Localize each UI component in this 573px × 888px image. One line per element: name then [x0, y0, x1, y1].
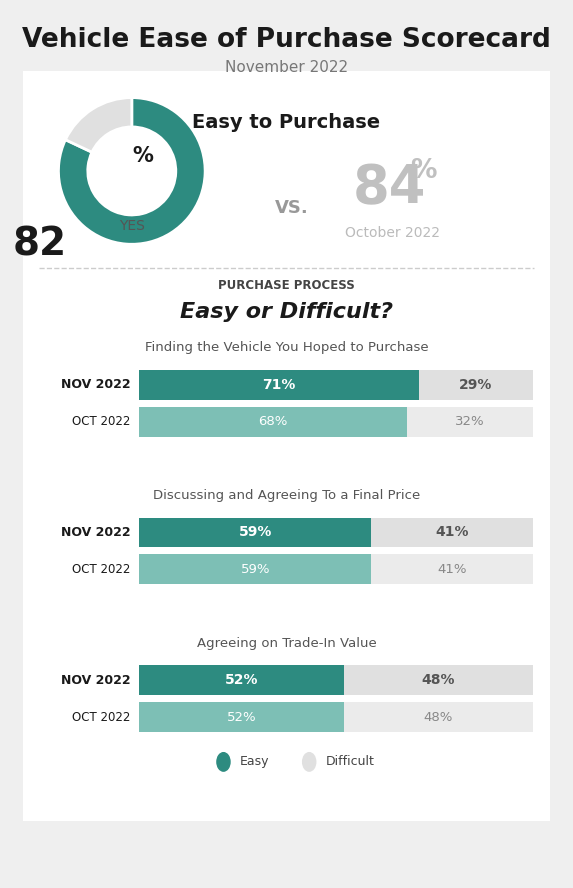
- Text: October 2022: October 2022: [345, 226, 440, 240]
- Bar: [139, 369, 418, 400]
- Text: OCT 2022: OCT 2022: [72, 563, 130, 576]
- Text: 29%: 29%: [459, 377, 492, 392]
- Text: Easy: Easy: [240, 756, 270, 768]
- Text: 48%: 48%: [423, 710, 453, 724]
- FancyBboxPatch shape: [15, 59, 558, 833]
- Text: PURCHASE PROCESS: PURCHASE PROCESS: [218, 280, 355, 292]
- Text: Discussing and Agreeing To a Final Price: Discussing and Agreeing To a Final Price: [153, 489, 420, 502]
- Text: 84: 84: [353, 163, 426, 215]
- Bar: [139, 702, 344, 732]
- Text: Difficult: Difficult: [326, 756, 375, 768]
- Text: YES: YES: [119, 219, 145, 233]
- Text: November 2022: November 2022: [225, 60, 348, 75]
- Text: 82: 82: [13, 226, 67, 263]
- Text: 71%: 71%: [262, 377, 296, 392]
- Bar: [344, 665, 532, 695]
- Text: OCT 2022: OCT 2022: [72, 710, 130, 724]
- Text: Easy to Purchase: Easy to Purchase: [193, 113, 380, 132]
- Text: NOV 2022: NOV 2022: [61, 674, 130, 686]
- Text: Agreeing on Trade-In Value: Agreeing on Trade-In Value: [197, 637, 376, 650]
- Text: 59%: 59%: [241, 563, 270, 576]
- Text: 41%: 41%: [435, 526, 469, 539]
- Wedge shape: [65, 98, 132, 152]
- Text: 48%: 48%: [421, 673, 455, 687]
- Text: Vehicle Ease of Purchase Scorecard: Vehicle Ease of Purchase Scorecard: [22, 27, 551, 53]
- Bar: [407, 407, 532, 437]
- Circle shape: [303, 753, 316, 771]
- Bar: [139, 665, 344, 695]
- Wedge shape: [58, 98, 205, 244]
- Bar: [371, 554, 532, 584]
- Bar: [371, 518, 532, 547]
- Bar: [139, 554, 371, 584]
- Text: Finding the Vehicle You Hoped to Purchase: Finding the Vehicle You Hoped to Purchas…: [145, 341, 428, 354]
- Text: NOV 2022: NOV 2022: [61, 378, 130, 392]
- Text: 52%: 52%: [225, 673, 258, 687]
- Text: 41%: 41%: [437, 563, 466, 576]
- Bar: [139, 407, 407, 437]
- Circle shape: [217, 753, 230, 771]
- Text: VS.: VS.: [274, 199, 308, 217]
- Bar: [418, 369, 532, 400]
- Text: 52%: 52%: [227, 710, 256, 724]
- Text: NOV 2022: NOV 2022: [61, 526, 130, 539]
- Bar: [344, 702, 532, 732]
- Text: 68%: 68%: [258, 415, 288, 428]
- Text: OCT 2022: OCT 2022: [72, 415, 130, 428]
- Text: Easy or Difficult?: Easy or Difficult?: [180, 302, 393, 322]
- Bar: [139, 518, 371, 547]
- Text: %: %: [410, 158, 437, 184]
- Text: %: %: [132, 147, 153, 166]
- Text: 59%: 59%: [238, 526, 272, 539]
- Text: 32%: 32%: [455, 415, 484, 428]
